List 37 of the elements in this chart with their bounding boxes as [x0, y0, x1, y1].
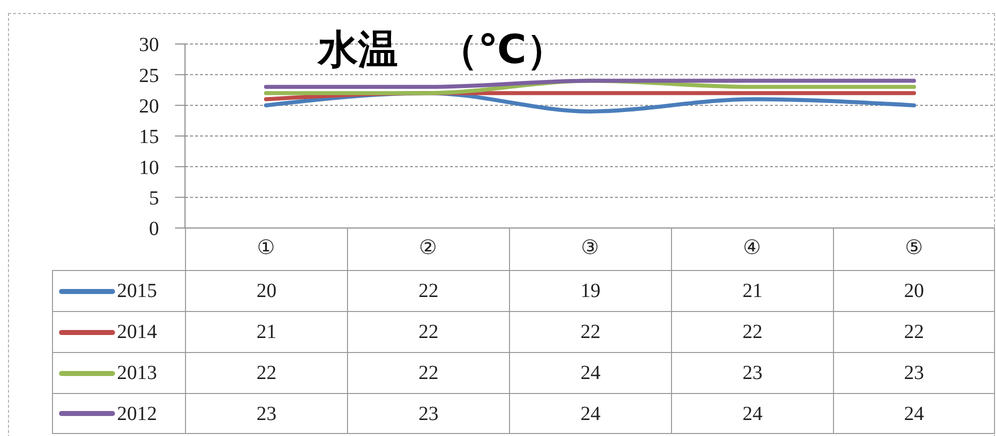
legend-label: 2013 [117, 362, 157, 384]
legend-label: 2015 [117, 280, 157, 302]
data-label: 24 [580, 402, 600, 424]
x-tick-label: ⑤ [905, 237, 923, 260]
data-label: 22 [742, 321, 762, 343]
data-label: 24 [904, 402, 924, 424]
data-label: 22 [418, 280, 438, 302]
data-label: 23 [256, 402, 276, 424]
data-label: 21 [742, 280, 762, 302]
legend-label: 2014 [117, 321, 157, 343]
y-tick-label: 30 [139, 34, 159, 56]
legend-label: 2012 [117, 402, 157, 424]
data-label: 24 [580, 362, 600, 384]
data-label: 22 [904, 321, 924, 343]
data-label: 22 [418, 321, 438, 343]
x-tick-label: ③ [581, 237, 599, 260]
data-label: 22 [256, 362, 276, 384]
y-tick-label: 15 [139, 126, 159, 148]
y-tick-label: 25 [139, 64, 159, 87]
x-tick-label: ① [257, 237, 275, 260]
data-label: 20 [904, 280, 924, 302]
y-tick-label: 0 [149, 218, 159, 240]
chart-title: 水温 （℃） [318, 27, 566, 73]
data-label: 24 [742, 402, 762, 424]
x-tick-label: ② [419, 237, 437, 260]
data-label: 23 [418, 402, 438, 424]
data-label: 22 [580, 321, 600, 343]
y-tick-label: 10 [139, 156, 159, 179]
y-tick-label: 5 [149, 187, 159, 210]
data-label: 23 [904, 362, 924, 384]
data-label: 21 [256, 321, 276, 343]
x-tick-label: ④ [743, 237, 761, 260]
y-tick-label: 20 [139, 95, 159, 118]
data-label: 20 [256, 280, 276, 302]
data-label: 23 [742, 362, 762, 384]
data-label: 22 [418, 362, 438, 384]
data-label: 19 [580, 280, 600, 302]
